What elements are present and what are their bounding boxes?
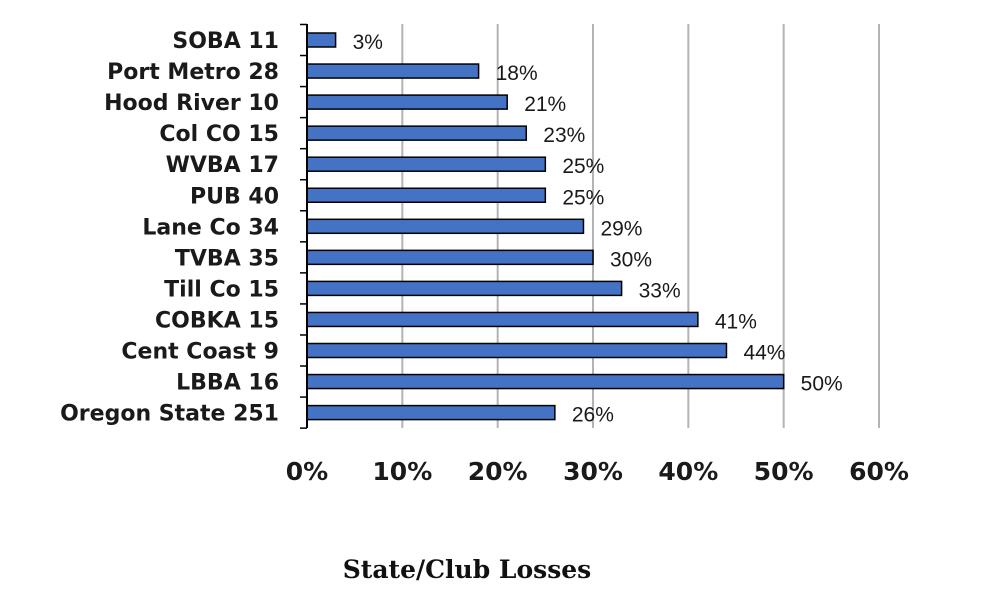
bar-8 xyxy=(306,280,623,297)
category-label: Col CO 15 xyxy=(159,122,279,147)
bar-10 xyxy=(306,342,728,359)
category-label: PUB 40 xyxy=(190,184,279,209)
x-tick-label: 60% xyxy=(849,457,909,486)
bar-0 xyxy=(306,32,337,48)
data-label: 44% xyxy=(743,342,785,365)
category-label: Port Metro 28 xyxy=(107,60,279,85)
data-label: 23% xyxy=(543,124,585,147)
bar-12 xyxy=(306,404,556,421)
category-label: Oregon State 251 xyxy=(60,402,279,427)
bar-2 xyxy=(306,94,508,110)
category-labels: SOBA 11 Port Metro 28 Hood River 10 Col CO … xyxy=(60,29,279,427)
bar-6 xyxy=(306,218,585,235)
axes xyxy=(300,23,308,429)
data-label: 18% xyxy=(496,62,538,85)
chart-title: State/Club Losses xyxy=(343,555,592,584)
x-tick-label: 10% xyxy=(372,457,432,486)
category-label: WVBA 17 xyxy=(166,153,279,178)
data-labels: 3% 18% 21% 23% 25% 25% 29% 30% 33% 41% 44% 50% 26% xyxy=(353,31,843,427)
x-tick-labels: 0% 10% 20% 30% 40% 50% 60% xyxy=(286,457,909,486)
data-label: 25% xyxy=(562,155,604,178)
bar-3 xyxy=(306,125,528,141)
data-label: 33% xyxy=(639,279,681,302)
data-label: 25% xyxy=(562,186,604,209)
x-tick-label: 40% xyxy=(658,457,718,486)
category-label: TVBA 35 xyxy=(175,246,279,271)
category-label: COBKA 15 xyxy=(155,308,279,333)
bar-7 xyxy=(306,249,594,266)
category-label: LBBA 16 xyxy=(176,371,279,396)
bar-1 xyxy=(306,63,480,79)
bar-5 xyxy=(306,187,547,203)
x-tick-label: 50% xyxy=(754,457,814,486)
category-label: SOBA 11 xyxy=(172,29,279,54)
category-label: Hood River 10 xyxy=(104,91,279,116)
x-tick-label: 20% xyxy=(468,457,528,486)
data-label: 26% xyxy=(572,404,614,427)
category-label: Lane Co 34 xyxy=(142,215,279,240)
data-label: 30% xyxy=(610,248,652,271)
x-tick-label: 0% xyxy=(286,457,328,486)
category-label: Till Co 15 xyxy=(164,277,279,302)
gridlines xyxy=(401,24,880,428)
data-label: 3% xyxy=(353,31,383,54)
bar-11 xyxy=(306,373,785,390)
category-label: Cent Coast 9 xyxy=(121,340,279,365)
bars xyxy=(306,32,785,421)
data-label: 29% xyxy=(600,217,642,240)
data-label: 21% xyxy=(524,93,566,116)
data-label: 50% xyxy=(801,373,843,396)
x-tick-label: 30% xyxy=(563,457,623,486)
data-label: 41% xyxy=(715,310,757,333)
bar-9 xyxy=(306,311,699,328)
bar-4 xyxy=(306,156,547,172)
